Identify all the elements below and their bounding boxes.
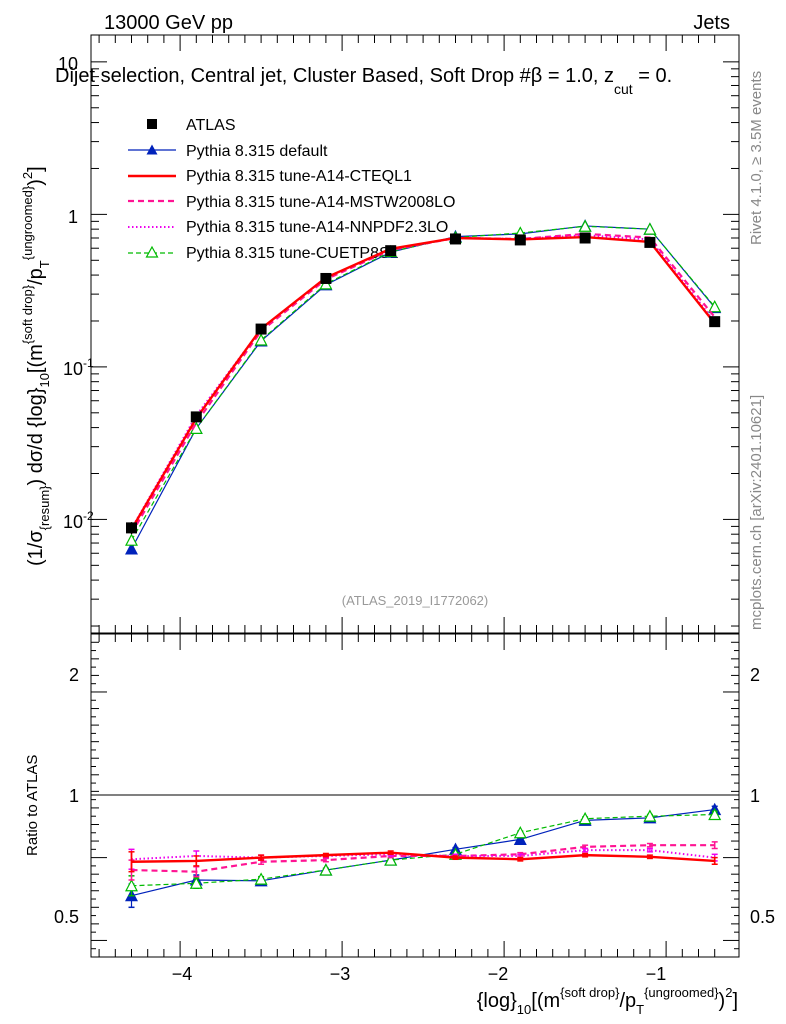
atlas-data-point: [190, 411, 202, 423]
atlas-data-point: [126, 522, 137, 534]
mcplots-side-label: mcplots.cern.ch [arXiv:2401.10621]: [748, 395, 765, 630]
analysis-watermark: (ATLAS_2019_I1772062): [342, 593, 488, 608]
legend-label-cteql1: Pythia 8.315 tune-A14-CTEQL1: [186, 168, 412, 185]
ratio-point-pythia-8-315-tune-cuetp8s1: [254, 872, 268, 885]
main-y-tick-label-1: 1: [68, 207, 78, 227]
ratio-point-pythia-8-315-tune-cuetp8s1: [643, 809, 657, 822]
main-line-pythia-8-315-tune-a14-cteql1: [130, 235, 716, 531]
ratio-point-pythia-8-315-tune-cuetp8s1: [384, 853, 398, 866]
ratio-y-tick-label-1-left: 1: [69, 786, 79, 806]
legend-label-default: Pythia 8.315 default: [186, 143, 328, 160]
legend-label-nnpdf: Pythia 8.315 tune-A14-NNPDF2.3LO: [186, 219, 448, 236]
main-point-pythia-8-315-tune-cuetp8s1: [578, 219, 592, 232]
ratio-point-pythia-8-315-tune-cuetp8s1: [513, 825, 527, 839]
legend-label-mstw: Pythia 8.315 tune-A14-MSTW2008LO: [186, 194, 455, 211]
legend-marker-cuetp8s1: [145, 245, 159, 258]
legend-marker-atlas: [147, 119, 157, 129]
ratio-y-tick-label-2-left: 2: [69, 665, 79, 685]
legend-marker-default: [146, 144, 158, 155]
ratio-line-pythia-8-315-tune-a14-nnpdf2-3lo: [131, 849, 715, 861]
main-line-pythia-8-315-tune-a14-mstw2008lo: [130, 232, 716, 534]
plot-title: Dijet selection, Central jet, Cluster Ba…: [55, 65, 672, 97]
main-point-pythia-8-315-tune-cuetp8s1: [708, 299, 722, 313]
ratio-point-pythia-8-315-tune-cuetp8s1: [125, 878, 138, 892]
ratio-point-pythia-8-315-tune-cuetp8s1: [319, 863, 333, 876]
ratio-y-tick-label-05-left: 0.5: [54, 907, 79, 927]
main-y-tick-label-1e-1: 10-1: [63, 356, 94, 379]
main-y-tick-label-1e-2: 10-2: [63, 509, 94, 532]
ratio-y-tick-label-1-right: 1: [750, 786, 760, 806]
header-jets-label: Jets: [693, 12, 730, 34]
legend-label-atlas: ATLAS: [186, 117, 236, 134]
x-tick-label-minus-2: −2: [488, 964, 509, 984]
main-line-pythia-8-315-tune-cuetp8s1: [130, 225, 716, 541]
atlas-data-point: [579, 232, 591, 244]
atlas-data-point: [709, 316, 721, 328]
rivet-side-label: Rivet 4.1.0, ≥ 3.5M events: [748, 71, 765, 245]
main-point-pythia-8-315-tune-cuetp8s1: [254, 333, 268, 346]
atlas-data-point: [255, 323, 267, 335]
atlas-data-point: [644, 236, 656, 248]
ratio-y-axis-label: Ratio to ATLAS: [24, 755, 41, 856]
main-y-axis-label: (1/σ{resum}) dσ/d {log}10[(m{soft drop}/…: [20, 166, 52, 566]
main-line-pythia-8-315-tune-a14-nnpdf2-3lo: [130, 234, 716, 530]
main-point-pythia-8-315-default: [125, 542, 138, 555]
ratio-point-pythia-8-315-tune-cuetp8s1: [189, 876, 203, 889]
ratio-y-tick-label-2-right: 2: [750, 665, 760, 685]
header-energy-label: 13000 GeV pp: [104, 12, 233, 34]
x-tick-label-minus-1: −1: [646, 964, 667, 984]
legend-label-cuetp8s1: Pythia 8.315 tune-CUETP8S1: [186, 245, 399, 262]
x-axis-label: {log}10[(m{soft drop}/pT{ungroomed})2]: [477, 985, 738, 1017]
atlas-data-point: [514, 234, 526, 246]
ratio-point-pythia-8-315-tune-cuetp8s1: [708, 807, 722, 821]
main-point-pythia-8-315-tune-cuetp8s1: [643, 222, 657, 235]
ratio-point-pythia-8-315-default: [513, 832, 527, 845]
atlas-data-point: [450, 233, 461, 245]
ratio-line-pythia-8-315-default: [131, 808, 715, 897]
ratio-line-pythia-8-315-tune-a14-cteql1: [131, 851, 715, 863]
main-y-tick-label-10: 10: [58, 54, 78, 74]
atlas-data-point: [385, 245, 397, 257]
atlas-data-point: [320, 272, 332, 284]
ratio-y-tick-label-05-right: 0.5: [750, 907, 775, 927]
ratio-line-pythia-8-315-tune-cuetp8s1: [131, 813, 715, 887]
x-tick-label-minus-3: −3: [330, 964, 351, 984]
main-point-pythia-8-315-tune-cuetp8s1: [125, 533, 138, 546]
ratio-point-pythia-8-315-tune-cuetp8s1: [578, 811, 592, 825]
main-plot-frame: [90, 34, 740, 634]
x-tick-label-minus-4: −4: [172, 964, 193, 984]
legend: ATLAS Pythia 8.315 default Pythia 8.315 …: [128, 117, 455, 262]
